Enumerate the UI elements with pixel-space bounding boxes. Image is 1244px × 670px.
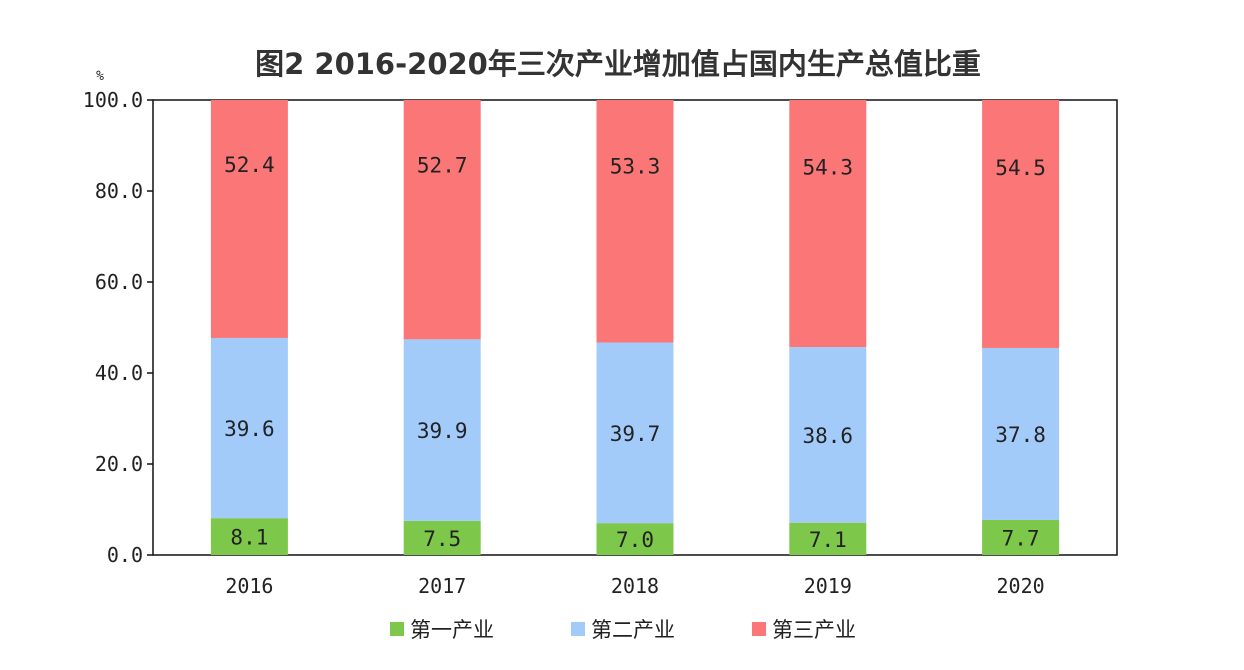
x-tick-label: 2019 bbox=[804, 574, 852, 598]
legend-label: 第一产业 bbox=[410, 618, 494, 642]
data-label: 37.8 bbox=[995, 423, 1046, 447]
bar-segment bbox=[210, 337, 288, 519]
x-tick-label: 2016 bbox=[225, 574, 273, 598]
y-tick-label: 80.0 bbox=[95, 179, 143, 203]
bar-segment bbox=[403, 339, 481, 521]
bar-segment bbox=[596, 100, 674, 343]
x-tick-label: 2018 bbox=[611, 574, 659, 598]
legend: 第一产业 第二产业 第三产业 bbox=[390, 618, 856, 642]
bar-segment bbox=[210, 518, 288, 555]
data-label: 52.7 bbox=[417, 153, 468, 177]
bar-segment bbox=[403, 520, 481, 555]
data-label: 7.0 bbox=[616, 528, 654, 552]
data-label: 53.3 bbox=[610, 154, 661, 178]
legend-label: 第二产业 bbox=[591, 618, 675, 642]
chart-title: 图2 2016-2020年三次产业增加值占国内生产总值比重 bbox=[255, 47, 981, 81]
data-label: 39.9 bbox=[417, 419, 468, 443]
data-label: 7.5 bbox=[423, 527, 461, 551]
legend-label: 第三产业 bbox=[772, 618, 856, 642]
plot-area: 0.0 20.0 40.0 60.0 80.0 100.0 8.1 39.6 52.4 2016 7… bbox=[83, 88, 1118, 598]
data-label: 39.6 bbox=[224, 417, 275, 441]
y-tick-label: 100.0 bbox=[83, 88, 143, 112]
bar-segment bbox=[789, 347, 867, 523]
bar-segment bbox=[210, 100, 288, 338]
x-tick-label: 2020 bbox=[997, 574, 1045, 598]
data-label: 54.3 bbox=[803, 156, 854, 180]
bar-segment bbox=[596, 523, 674, 555]
data-label: 39.7 bbox=[610, 422, 661, 446]
bar-segment bbox=[403, 100, 481, 340]
bar-segment bbox=[789, 100, 867, 348]
data-label: 52.4 bbox=[224, 153, 275, 177]
legend-swatch bbox=[571, 622, 585, 636]
data-label: 54.5 bbox=[995, 156, 1046, 180]
data-label: 38.6 bbox=[803, 424, 854, 448]
legend-swatch bbox=[752, 622, 766, 636]
bar-segment bbox=[982, 100, 1060, 348]
data-label: 7.1 bbox=[809, 528, 847, 552]
y-tick-label: 40.0 bbox=[95, 361, 143, 385]
x-tick-label: 2017 bbox=[418, 574, 466, 598]
data-label: 8.1 bbox=[230, 526, 268, 550]
bar-segment bbox=[596, 342, 674, 524]
bar-segment bbox=[982, 519, 1060, 555]
y-tick-label: 0.0 bbox=[107, 543, 143, 567]
legend-swatch bbox=[390, 622, 404, 636]
bar-segment bbox=[982, 347, 1060, 520]
y-tick-label: 60.0 bbox=[95, 270, 143, 294]
bar-segment bbox=[789, 522, 867, 555]
y-axis-unit: % bbox=[96, 69, 104, 84]
y-tick-label: 20.0 bbox=[95, 452, 143, 476]
data-label: 7.7 bbox=[1002, 526, 1040, 550]
